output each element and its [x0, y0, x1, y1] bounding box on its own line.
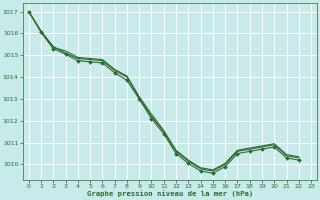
- X-axis label: Graphe pression niveau de la mer (hPa): Graphe pression niveau de la mer (hPa): [87, 190, 253, 197]
